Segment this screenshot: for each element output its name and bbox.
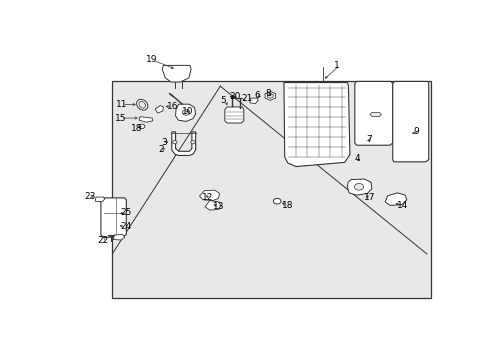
Text: 24: 24 bbox=[120, 222, 131, 231]
Bar bbox=[112, 81, 430, 298]
Text: 5: 5 bbox=[220, 96, 225, 105]
Polygon shape bbox=[249, 98, 258, 104]
Text: 8: 8 bbox=[265, 89, 271, 98]
Text: 18: 18 bbox=[131, 124, 142, 133]
Text: 15: 15 bbox=[115, 113, 126, 122]
Polygon shape bbox=[113, 234, 124, 240]
Polygon shape bbox=[95, 197, 104, 202]
Text: 4: 4 bbox=[354, 154, 360, 163]
Text: 13: 13 bbox=[212, 202, 224, 211]
Text: 2: 2 bbox=[158, 145, 163, 154]
Polygon shape bbox=[199, 190, 219, 201]
Polygon shape bbox=[205, 201, 221, 210]
Text: 21: 21 bbox=[241, 94, 252, 103]
Text: 25: 25 bbox=[120, 208, 131, 217]
Text: 9: 9 bbox=[413, 127, 419, 136]
Polygon shape bbox=[175, 104, 195, 121]
Text: 11: 11 bbox=[116, 100, 127, 109]
Polygon shape bbox=[171, 132, 195, 156]
Polygon shape bbox=[385, 193, 406, 205]
Text: 6: 6 bbox=[254, 91, 260, 100]
Text: 19: 19 bbox=[146, 55, 158, 64]
Polygon shape bbox=[284, 82, 349, 167]
Polygon shape bbox=[392, 81, 428, 162]
Circle shape bbox=[182, 110, 189, 115]
Text: 16: 16 bbox=[166, 102, 178, 111]
Text: 10: 10 bbox=[182, 107, 194, 116]
Circle shape bbox=[273, 198, 280, 204]
Text: 3: 3 bbox=[161, 138, 167, 147]
Ellipse shape bbox=[139, 101, 145, 108]
Polygon shape bbox=[139, 117, 153, 122]
Polygon shape bbox=[224, 107, 244, 123]
Polygon shape bbox=[346, 179, 371, 195]
Text: 1: 1 bbox=[333, 61, 339, 70]
Circle shape bbox=[172, 140, 177, 144]
Text: 12: 12 bbox=[202, 193, 213, 202]
Circle shape bbox=[267, 94, 273, 98]
Polygon shape bbox=[162, 66, 191, 82]
Circle shape bbox=[354, 184, 363, 190]
Text: 20: 20 bbox=[229, 92, 241, 101]
Polygon shape bbox=[264, 91, 275, 100]
Polygon shape bbox=[369, 112, 381, 116]
Text: 22: 22 bbox=[97, 235, 108, 244]
Circle shape bbox=[190, 140, 195, 144]
Text: 14: 14 bbox=[396, 201, 407, 210]
Text: 7: 7 bbox=[366, 135, 371, 144]
Polygon shape bbox=[101, 198, 126, 237]
Circle shape bbox=[139, 124, 144, 129]
Polygon shape bbox=[354, 81, 392, 145]
Text: 23: 23 bbox=[84, 192, 96, 201]
Ellipse shape bbox=[136, 99, 147, 110]
Polygon shape bbox=[155, 105, 163, 113]
Text: 17: 17 bbox=[364, 193, 375, 202]
Text: 18: 18 bbox=[281, 201, 293, 210]
